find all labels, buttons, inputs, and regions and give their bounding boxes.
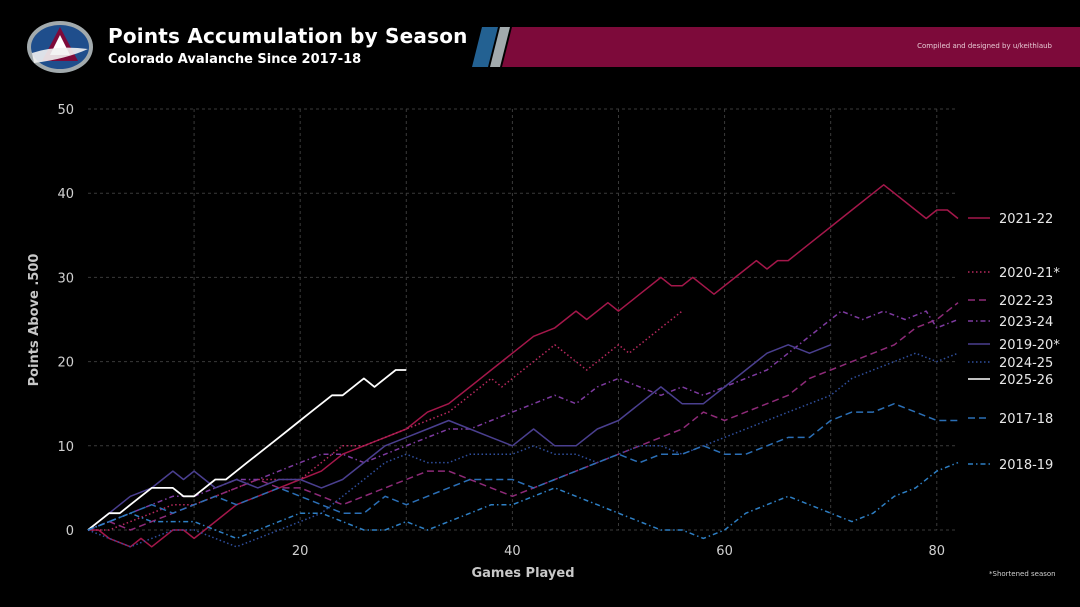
legend-label: 2018-19 <box>999 458 1053 473</box>
series-lines <box>87 184 959 548</box>
y-tick-label: 40 <box>57 187 74 202</box>
chart-title: Points Accumulation by Season <box>108 24 468 48</box>
footnote: *Shortened season <box>989 570 1056 578</box>
credit-text: Compiled and designed by u/keithlaub <box>917 42 1052 50</box>
series-line-2019-20 <box>87 344 831 531</box>
series-line-2021-22 <box>88 184 959 548</box>
y-axis-label: Points Above .500 <box>27 254 42 387</box>
y-tick-label: 50 <box>57 103 74 118</box>
x-axis-label: Games Played <box>471 566 574 581</box>
series-line-2025-26 <box>87 369 407 531</box>
legend-label: 2021-22 <box>999 212 1053 227</box>
legend-label: 2024-25 <box>999 356 1053 371</box>
legend-label: 2017-18 <box>999 412 1053 427</box>
x-tick-label: 80 <box>929 544 946 559</box>
chart-subtitle: Colorado Avalanche Since 2017-18 <box>108 52 362 67</box>
legend-label: 2022-23 <box>999 294 1053 309</box>
x-tick-label: 20 <box>292 544 309 559</box>
legend-label: 2020-21* <box>999 266 1060 281</box>
legend-label: 2019-20* <box>999 338 1060 353</box>
series-line-2018-19 <box>87 461 959 540</box>
x-tick-label: 40 <box>504 544 521 559</box>
avalanche-logo <box>27 21 93 73</box>
axis-ticks: 0 10 20 30 40 50 20 40 60 80 <box>57 103 945 559</box>
grid <box>88 108 958 531</box>
y-tick-label: 0 <box>66 524 74 539</box>
y-tick-label: 10 <box>57 440 74 455</box>
series-line-2024-25 <box>87 352 959 548</box>
series-line-2017-18 <box>87 402 958 531</box>
legend-label: 2025-26 <box>999 373 1053 388</box>
y-tick-label: 30 <box>57 271 74 286</box>
legend-label: 2023-24 <box>999 315 1053 330</box>
series-line-2022-23 <box>87 302 959 531</box>
legend: 2021-22 2020-21* 2022-23 2023-24 2019-20* 202… <box>968 212 1060 473</box>
x-tick-label: 60 <box>716 544 733 559</box>
y-tick-label: 20 <box>57 356 74 371</box>
header-banner <box>472 27 1080 67</box>
